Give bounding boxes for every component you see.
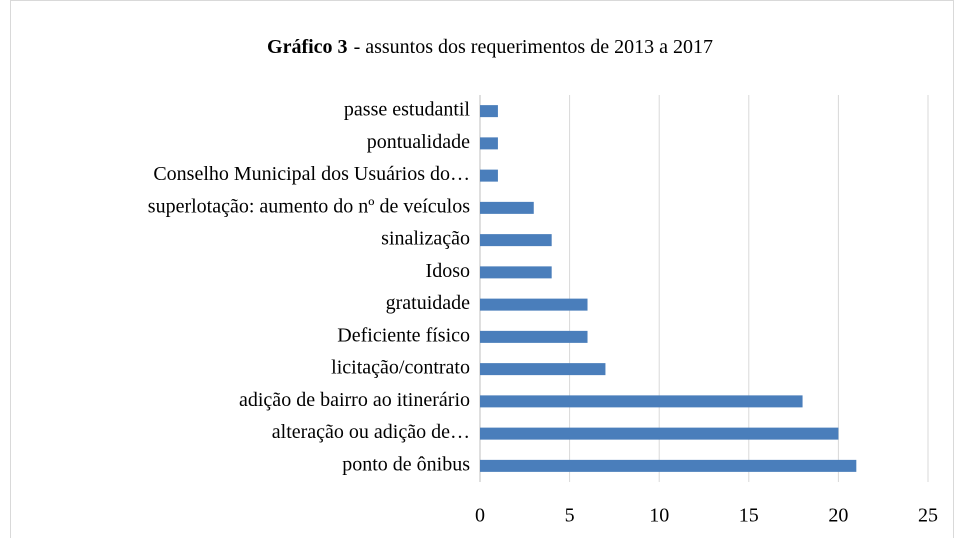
bar [480,330,588,343]
y-tick-label: ponto de ônibus [342,453,470,475]
y-tick-label: adição de bairro ao itinerário [239,389,470,411]
x-tick-label: 25 [918,505,938,527]
title-bold: Gráfico 3 [267,36,348,58]
bar [480,395,803,408]
x-tick-label: 0 [475,505,485,527]
y-tick-label: Deficiente físico [337,324,470,346]
bar [480,169,498,182]
bar [480,298,588,311]
bar [480,234,552,247]
x-tick-label: 15 [739,505,759,527]
bar [480,363,606,376]
y-tick-label: licitação/contrato [331,357,470,379]
chart-title: Gráfico 3 - assuntos dos requerimentos de… [267,36,713,58]
y-tick-label: alteração ou adição de… [272,421,470,443]
y-tick-label: gratuidade [386,292,471,314]
bar [480,459,857,472]
x-tick-label: 5 [565,505,575,527]
bar [480,201,534,214]
bar [480,137,498,150]
y-tick-label: pontualidade [367,131,470,153]
bar [480,105,498,118]
y-tick-label: passe estudantil [344,99,471,121]
bar [480,266,552,279]
y-tick-label: Conselho Municipal dos Usuários do… [153,163,470,185]
y-tick-label: sinalização [381,228,470,250]
x-tick-label: 10 [649,505,669,527]
x-tick-label: 20 [828,505,848,527]
bar [480,427,839,440]
y-tick-label: Idoso [426,260,470,282]
title-rest: - assuntos dos requerimentos de 2013 a 2… [354,36,713,58]
y-tick-label: superlotação: aumento do nº de veículos [148,195,470,217]
